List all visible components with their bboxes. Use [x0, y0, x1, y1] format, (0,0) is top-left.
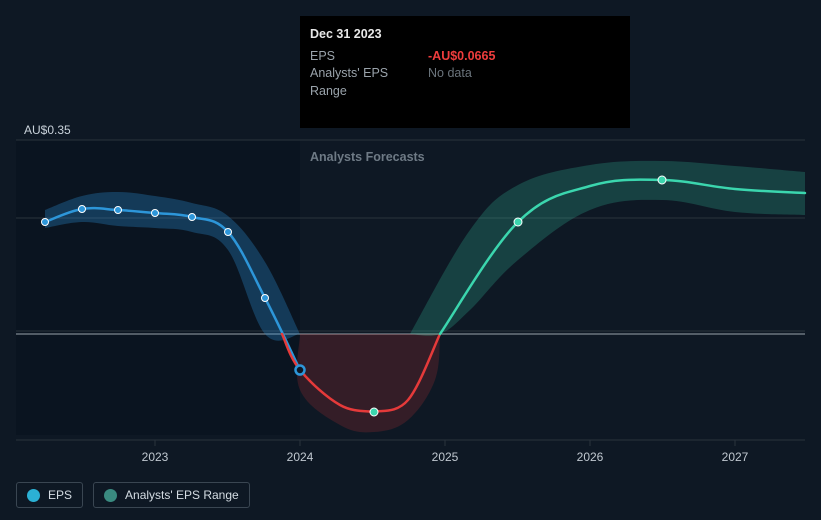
- eps-marker: [152, 210, 159, 217]
- legend-label: Analysts' EPS Range: [125, 488, 239, 502]
- eps-marker: [189, 214, 196, 221]
- legend-label: EPS: [48, 488, 72, 502]
- eps-forecast-marker: [658, 176, 666, 184]
- eps-range-forecast-pos-area: [410, 161, 805, 336]
- eps-marker: [42, 219, 49, 226]
- eps-chart[interactable]: [0, 0, 821, 520]
- legend-swatch: [27, 489, 40, 502]
- legend-swatch: [104, 489, 117, 502]
- eps-marker: [115, 207, 122, 214]
- legend: EPS Analysts' EPS Range: [16, 482, 250, 508]
- eps-forecast-marker: [514, 218, 522, 226]
- eps-marker: [79, 206, 86, 213]
- eps-forecast-marker: [370, 408, 378, 416]
- legend-item-eps-range[interactable]: Analysts' EPS Range: [93, 482, 250, 508]
- eps-marker-highlight: [296, 366, 305, 375]
- legend-item-eps[interactable]: EPS: [16, 482, 83, 508]
- eps-marker: [225, 229, 232, 236]
- eps-marker: [262, 295, 269, 302]
